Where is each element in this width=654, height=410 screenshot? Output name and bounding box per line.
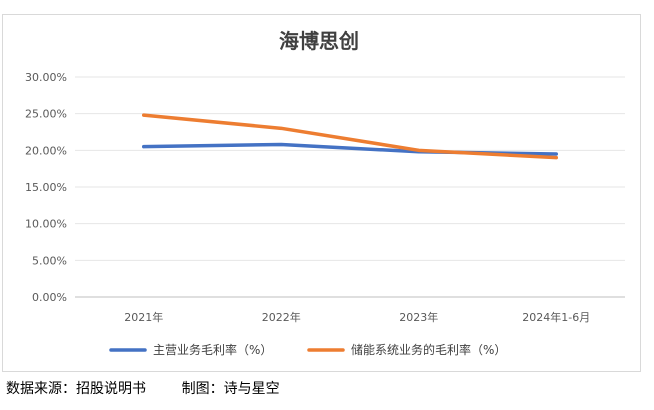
x-tick-label: 2023年 <box>399 310 438 324</box>
y-tick-label: 25.00% <box>25 108 67 121</box>
y-tick-label: 30.00% <box>25 71 67 84</box>
source-text: 数据来源：招股说明书 <box>6 381 146 397</box>
legend-label: 储能系统业务的毛利率（%） <box>351 342 506 357</box>
y-tick-label: 10.00% <box>25 218 67 231</box>
y-tick-label: 15.00% <box>25 181 67 194</box>
chart-title: 海博思创 <box>279 29 359 53</box>
source-note: 数据来源：招股说明书 制图：诗与星空 <box>6 378 280 398</box>
credit-text: 制图：诗与星空 <box>181 381 280 397</box>
line-chart: 海博思创 0.00% 5.00% 10.00% 15.00% 20.00% 25.00% 3… <box>25 29 625 357</box>
data-point <box>279 126 283 130</box>
y-tick-label: 5.00% <box>32 254 67 267</box>
data-point <box>142 145 146 149</box>
data-point <box>554 152 558 156</box>
data-point <box>417 148 421 152</box>
legend-label: 主营业务毛利率（%） <box>153 342 272 357</box>
series-line-2 <box>142 113 558 160</box>
data-point <box>279 142 283 146</box>
x-tick-label: 2022年 <box>262 310 301 324</box>
y-tick-label: 0.00% <box>32 291 67 304</box>
x-tick-label: 2024年1-6月 <box>522 310 590 324</box>
data-point <box>554 156 558 160</box>
data-point <box>142 113 146 117</box>
series-line-1 <box>142 142 558 156</box>
x-tick-label: 2021年 <box>124 310 163 324</box>
y-tick-label: 20.00% <box>25 144 67 157</box>
chart-frame: 海博思创 0.00% 5.00% 10.00% 15.00% 20.00% 25.00% 3… <box>2 14 641 372</box>
